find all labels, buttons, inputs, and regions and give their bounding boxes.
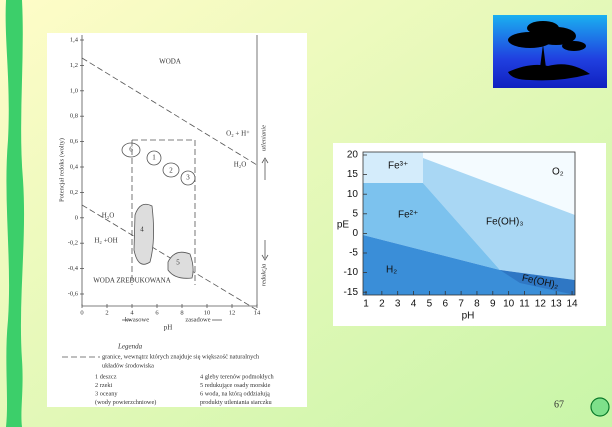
x-tick-label: 14 [566,299,578,310]
x-tick-label: 12 [229,309,236,316]
zone-label: 5 [176,259,180,267]
water-upper-label: H₂O [234,161,247,169]
x-tick-label: 13 [551,299,563,310]
x-axis-label: pH [164,324,173,332]
x-tick-label: 12 [535,299,547,310]
reduced-water-label: WODA ZREDUKOWANA [93,277,171,285]
region-label: Fe³⁺ [388,161,408,172]
oxygen-label: O₂ + H⁺ [226,130,250,138]
island-picture [493,15,607,88]
x-tick-label: 0 [80,309,83,316]
x-tick-label: 8 [474,299,480,310]
x-tick-label: 6 [442,299,448,310]
y-tick-label: 0 [352,228,358,239]
y-tick-label: 1,0 [70,87,78,94]
x-tick-label: 2 [379,299,385,310]
x-tick-label: 10 [204,309,211,316]
y-tick-label: -0,2 [68,240,78,247]
y-tick-label: 0 [75,214,78,221]
y-tick-label: 1,4 [70,36,79,43]
y-tick-label: 15 [347,169,359,180]
water-lower-label: H₂O [102,212,115,220]
region-label: Fe(OH)₃ [486,217,523,228]
x-tick-label: 4 [411,299,417,310]
basic-label: zasadowe [185,316,210,323]
y-tick-label: 0,8 [70,113,78,120]
water-label: WODA [159,58,181,66]
x-tick-label: 11 [519,299,530,310]
legend-item: 4 gleby terenów podmokłych [200,373,274,380]
zone-label: 2 [169,167,173,175]
y-tick-label: -5 [349,248,358,259]
x-tick-label: 10 [503,299,515,310]
y-tick-label: -0,4 [68,265,79,272]
region-label: Fe²⁺ [398,210,418,221]
zone-4 [134,204,154,264]
page-number: 67 [554,399,564,410]
zone-label: 3 [186,174,190,182]
region-label: O₂ [552,167,564,178]
x-tick-label: 8 [180,309,183,316]
zone-label: 6 [129,146,133,154]
legend-boundary: układów środowiska [102,362,154,369]
legend-title: Legenda [117,343,143,351]
zone-label: 4 [140,226,144,234]
legend-item: 1 deszcz [95,373,117,380]
y-tick-label: -15 [344,287,359,298]
oxidation-label: utlenianie [260,125,267,151]
x-tick-label: 1 [363,299,369,310]
x-tick-label: 7 [458,299,464,310]
legend-boundary: granice, wewnątrz których znajduje się w… [102,353,260,360]
y-tick-label: 5 [352,208,358,219]
legend-item: 6 woda, na którą oddziałują [200,390,270,397]
x-tick-label: 9 [490,299,496,310]
reduction-label: redukcja [260,264,267,287]
page: 1,4 1,2 1,0 0,8 0,6 0,4 0,2 0 -0,2 -0,4 -0,6 0 2 4 6 8 1… [0,0,612,427]
hydrogen-label: H₂ +OH [94,237,117,245]
y-tick-label: 0,2 [70,189,78,196]
nav-button[interactable] [591,398,609,416]
region-label: H₂ [386,265,397,276]
legend-item: (wody powierzchniowe) [95,399,156,406]
y-axis-label: pE [337,220,350,231]
y-tick-label: 20 [347,150,359,161]
x-tick-label: 14 [254,309,261,316]
y-axis-label: Potencjał redoks (wolty) [58,138,65,202]
legend-item: 3 oceany [95,390,118,397]
x-tick-label: 3 [395,299,401,310]
legend-item: 5 redukujące osady morskie [200,382,271,389]
side-band [6,0,24,427]
left-panel [47,33,307,407]
y-tick-label: 10 [347,189,359,200]
slide: 1,4 1,2 1,0 0,8 0,6 0,4 0,2 0 -0,2 -0,4 -0,6 0 2 4 6 8 1… [0,0,612,427]
x-tick-label: 2 [105,309,108,316]
x-axis-label: pH [462,311,475,322]
y-tick-label: 0,4 [70,163,79,170]
acid-label: kwasowe [125,316,149,323]
legend-item: 2 rzeki [95,382,113,389]
zone-label: 1 [152,154,156,162]
y-tick-label: -0,6 [68,290,79,297]
legend-item: produkty utleniania siarczku [200,399,273,406]
x-tick-label: 5 [427,299,433,310]
y-tick-label: 1,2 [70,62,78,69]
y-tick-label: -10 [344,267,359,278]
y-tick-label: 0,6 [70,138,79,145]
zone-5 [168,252,193,278]
